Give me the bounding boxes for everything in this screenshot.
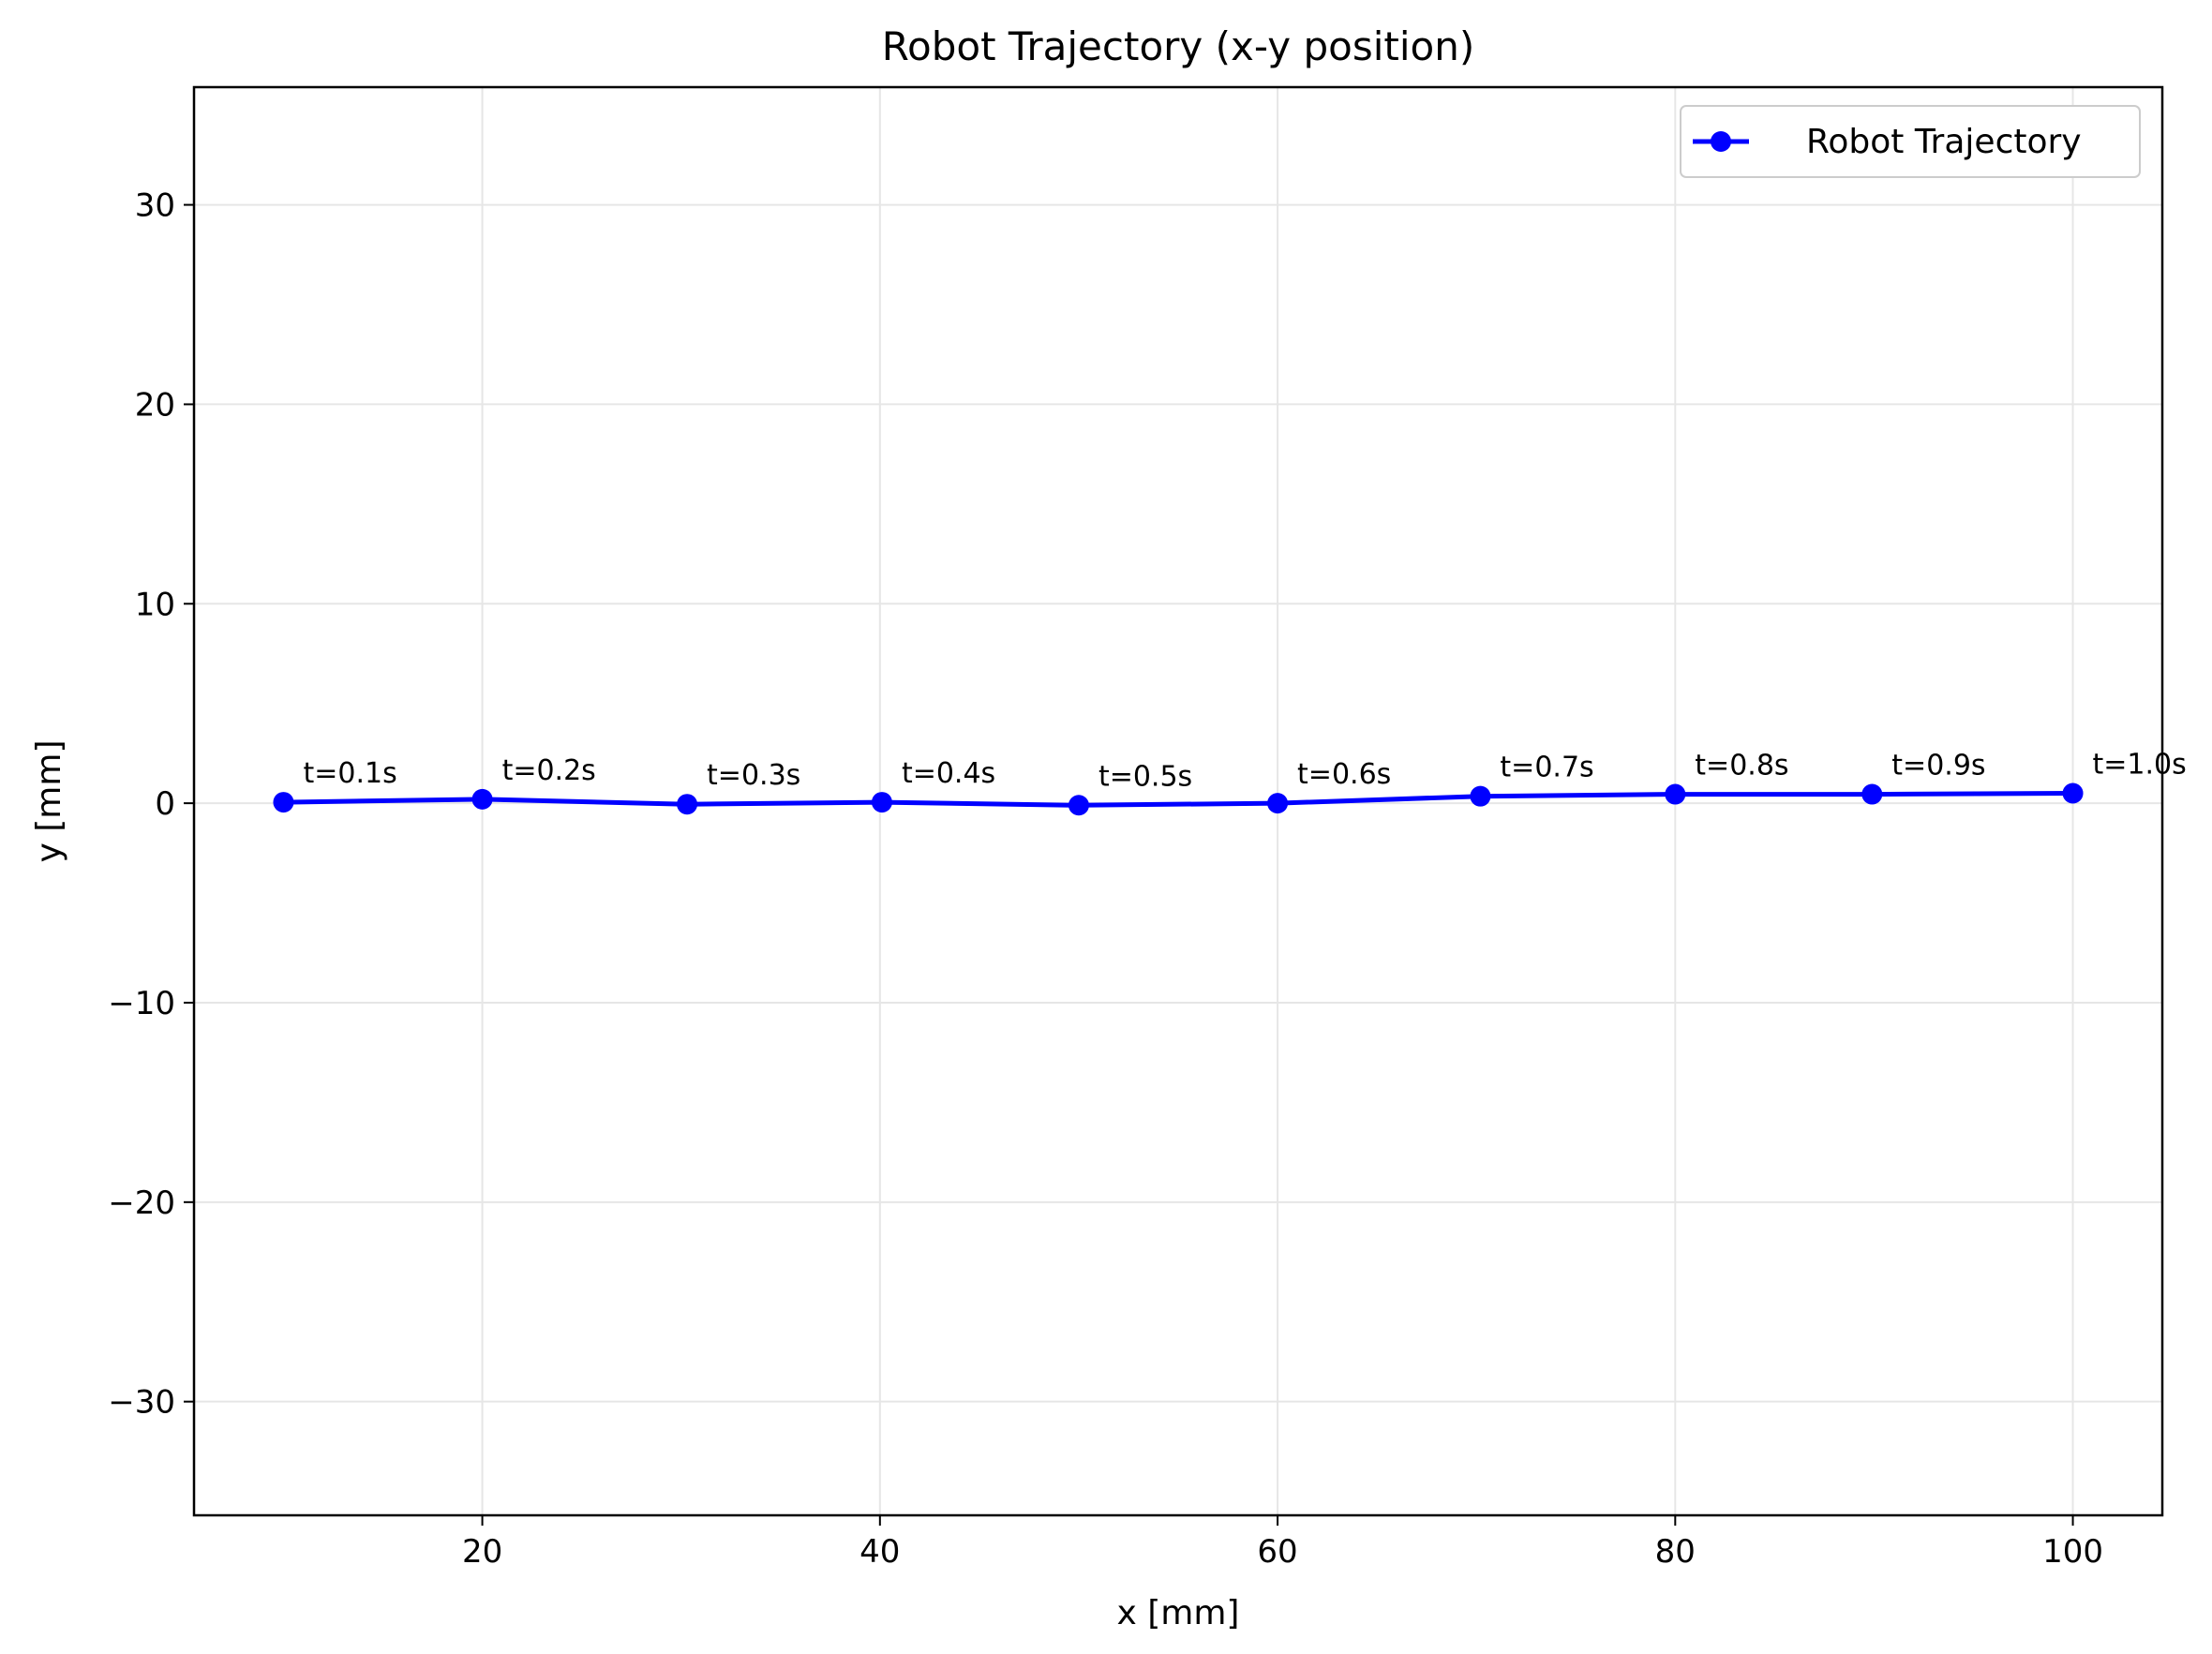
x-tick-label: 100 xyxy=(2042,1533,2103,1571)
legend-marker-sample xyxy=(1711,131,1731,152)
point-annotation: t=0.2s xyxy=(502,754,596,787)
x-tick-label: 40 xyxy=(859,1533,900,1571)
point-annotation: t=0.5s xyxy=(1099,760,1192,793)
y-tick-label: 0 xyxy=(155,785,175,823)
point-annotation: t=0.4s xyxy=(902,757,995,790)
y-tick-label: −10 xyxy=(108,985,175,1022)
data-point xyxy=(1665,783,1686,805)
y-axis-label: y [mm] xyxy=(30,740,68,863)
point-annotation: t=0.3s xyxy=(707,759,800,792)
series-layer xyxy=(273,782,2084,816)
legend-box xyxy=(1680,105,2141,178)
y-axis-ticks: −30 −20 −10 0 10 20 30 xyxy=(108,187,194,1422)
point-annotation: t=1.0s xyxy=(2093,748,2187,781)
plot-frame xyxy=(192,85,2164,1517)
x-tick-label: 60 xyxy=(1257,1533,1297,1571)
chart-title: Robot Trajectory (x-y position) xyxy=(882,23,1475,69)
x-axis-label: x [mm] xyxy=(1117,1594,1240,1632)
point-annotation: t=0.6s xyxy=(1297,758,1391,791)
y-tick-label: 10 xyxy=(135,586,175,623)
data-point xyxy=(471,788,493,810)
legend: Robot Trajectory xyxy=(1680,105,2141,178)
point-annotation: t=0.7s xyxy=(1500,752,1593,784)
annotation-layer: t=0.1s t=0.2s t=0.3s t=0.4s t=0.5s t=0.6s t=0.… xyxy=(303,748,2186,793)
x-tick-label: 20 xyxy=(462,1533,502,1571)
y-tick-label: −20 xyxy=(108,1185,175,1222)
data-point xyxy=(2062,782,2084,804)
x-tick-label: 80 xyxy=(1655,1533,1696,1571)
y-tick-label: 30 xyxy=(135,187,175,225)
data-point xyxy=(1470,785,1491,807)
y-tick-label: −30 xyxy=(108,1384,175,1422)
data-point xyxy=(871,792,892,813)
data-point xyxy=(677,794,698,815)
legend-entry-robot-trajectory: Robot Trajectory xyxy=(1806,123,2082,161)
data-point xyxy=(1861,783,1883,805)
data-point xyxy=(1068,795,1089,816)
point-annotation: t=0.9s xyxy=(1891,750,1985,782)
point-annotation: t=0.1s xyxy=(303,757,396,790)
data-point xyxy=(1267,793,1289,814)
x-axis-ticks: 20 40 60 80 100 xyxy=(462,1515,2103,1571)
y-tick-label: 20 xyxy=(135,386,175,424)
series-line-robot-trajectory xyxy=(283,791,2073,808)
point-annotation: t=0.8s xyxy=(1695,750,1788,782)
data-point xyxy=(273,792,294,813)
